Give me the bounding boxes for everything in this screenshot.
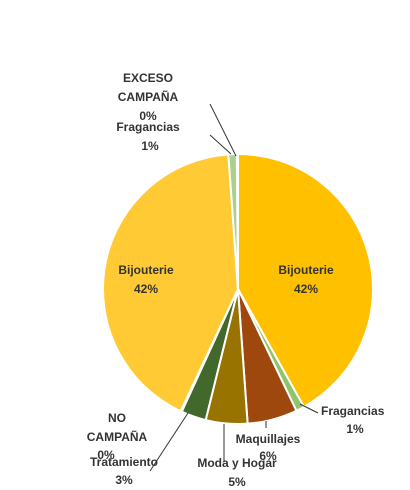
label-maquillajes-name: Maquillajes bbox=[236, 432, 301, 446]
leader-tratamiento bbox=[149, 412, 189, 472]
label-tratamiento-name: Tratamiento bbox=[90, 455, 158, 469]
label-exceso-campana-pct: 0% bbox=[139, 109, 157, 123]
label-maquillajes-pct: 6% bbox=[259, 449, 277, 463]
pie-slice-bijouterie-0 bbox=[237, 152, 374, 409]
label-bijouterie-right-pct: 42% bbox=[294, 282, 318, 296]
label-fragancias-right-name: Fragancias bbox=[321, 404, 385, 418]
label-fragancias-left-name: Fragancias bbox=[116, 120, 180, 134]
leader-lines bbox=[149, 103, 319, 472]
label-moda-hogar-pct: 5% bbox=[228, 475, 246, 489]
leader-fragancias-right bbox=[299, 403, 319, 414]
label-no-campana-name-line2: CAMPAÑA bbox=[87, 429, 148, 444]
label-no-campana-pct: 0% bbox=[97, 448, 115, 462]
leader-fragancias-left bbox=[209, 134, 232, 155]
pie-slice-exceso-campana-8 bbox=[235, 152, 239, 290]
label-fragancias-left-pct: 1% bbox=[141, 139, 159, 153]
pie-slices bbox=[101, 152, 374, 425]
label-bijouterie-left-pct: 42% bbox=[134, 282, 158, 296]
label-bijouterie-right-name: Bijouterie bbox=[278, 263, 334, 277]
pie-slice-bijouterie-6 bbox=[101, 153, 240, 413]
label-fragancias-right-pct: 1% bbox=[346, 422, 364, 436]
label-exceso-campana-name-line2: CAMPAÑA bbox=[118, 89, 179, 104]
label-moda-hogar-name: Moda y Hogar bbox=[197, 456, 277, 470]
label-no-campana-name-line1: NO bbox=[108, 411, 126, 425]
label-exceso-campana-name-line1: EXCESO bbox=[123, 71, 173, 85]
label-tratamiento-pct: 3% bbox=[115, 473, 133, 487]
label-bijouterie-left-name: Bijouterie bbox=[118, 263, 174, 277]
leader-exceso-campana bbox=[209, 103, 237, 157]
